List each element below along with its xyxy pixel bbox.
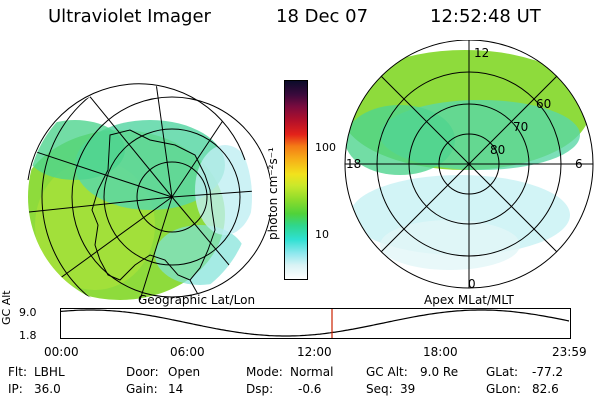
door-label: Door: bbox=[126, 365, 159, 379]
altitude-plot-frame bbox=[60, 308, 571, 339]
time-tick-2359: 23:59 bbox=[552, 345, 587, 359]
mlt-label-12: 12 bbox=[474, 46, 490, 60]
magnetic-map bbox=[344, 40, 594, 289]
mag-grid bbox=[344, 40, 594, 289]
mlt-label-6: 6 bbox=[575, 157, 583, 171]
mlat-label-60: 60 bbox=[536, 97, 552, 111]
dsp-value: -0.6 bbox=[298, 382, 322, 396]
colorbar-tick-10: 10 bbox=[315, 228, 329, 241]
glat-label: GLat: bbox=[486, 365, 519, 379]
glat-value: -77.2 bbox=[532, 365, 564, 379]
mlat-label-80: 80 bbox=[490, 143, 506, 157]
geo-grid bbox=[28, 85, 270, 300]
mode-value: Normal bbox=[290, 365, 334, 379]
altitude-ytick-max: 9.0 bbox=[19, 306, 37, 319]
door-value: Open bbox=[168, 365, 201, 379]
colorbar-tick-100: 100 bbox=[315, 141, 336, 154]
altitude-curve bbox=[60, 309, 570, 337]
seq-value: 39 bbox=[400, 382, 416, 396]
time-tick-0000: 00:00 bbox=[44, 345, 79, 359]
time-tick-1800: 18:00 bbox=[423, 345, 458, 359]
filter-value: LBHL bbox=[34, 365, 65, 379]
geo-horizon-arc bbox=[27, 83, 246, 181]
altitude-ytick-min: 1.8 bbox=[19, 329, 37, 342]
mode-label: Mode: bbox=[246, 365, 283, 379]
observation-date: 18 Dec 07 bbox=[276, 6, 369, 27]
geo-auroral-image bbox=[28, 85, 252, 300]
mlt-label-0: 0 bbox=[468, 277, 476, 291]
gcalt-label: GC Alt: bbox=[366, 365, 408, 379]
altitude-ylabel: GC Alt bbox=[0, 290, 13, 325]
colorbar bbox=[284, 80, 308, 280]
glon-value: 82.6 bbox=[532, 382, 559, 396]
gain-value: 14 bbox=[168, 382, 184, 396]
mlt-label-18: 18 bbox=[346, 157, 362, 171]
geo-map-caption: Geographic Lat/Lon bbox=[138, 293, 256, 307]
gcalt-value: 9.0 Re bbox=[420, 365, 459, 379]
geographic-map bbox=[27, 83, 270, 300]
filter-label: Flt: bbox=[8, 365, 27, 379]
mag-map-caption: Apex MLat/MLT bbox=[424, 293, 514, 307]
time-tick-1200: 12:00 bbox=[297, 345, 332, 359]
ip-value: 36.0 bbox=[34, 382, 61, 396]
time-tick-0600: 06:00 bbox=[170, 345, 205, 359]
observation-time: 12:52:48 UT bbox=[430, 6, 541, 27]
altitude-plot bbox=[60, 308, 571, 339]
mlat-label-70: 70 bbox=[513, 120, 529, 134]
colorbar-gradient bbox=[285, 81, 307, 279]
ip-label: IP: bbox=[8, 382, 23, 396]
colorbar-label: photon cm⁻²s⁻¹ bbox=[266, 147, 280, 240]
gain-label: Gain: bbox=[126, 382, 158, 396]
glon-label: GLon: bbox=[486, 382, 521, 396]
dsp-label: Dsp: bbox=[246, 382, 274, 396]
seq-label: Seq: bbox=[366, 382, 393, 396]
instrument-title: Ultraviolet Imager bbox=[48, 6, 211, 27]
